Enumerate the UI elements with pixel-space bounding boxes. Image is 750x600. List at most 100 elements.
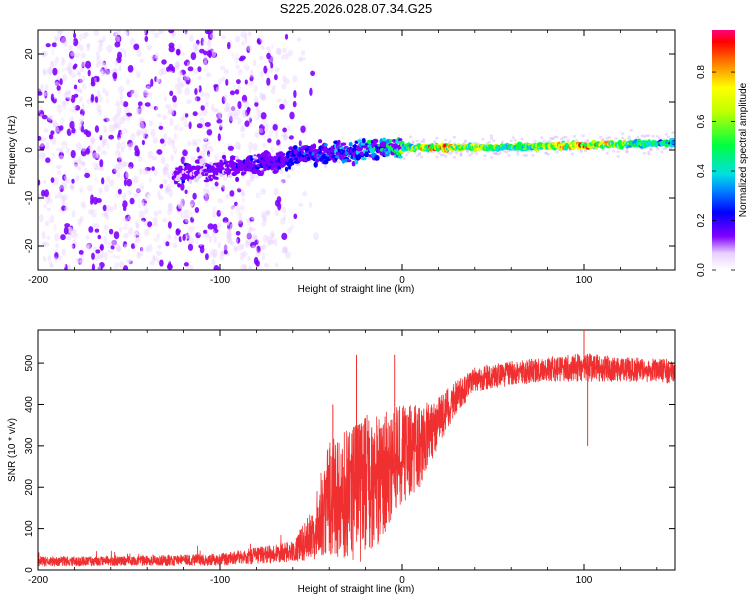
heatmap-noise-cell [238,220,244,228]
x-tick-label: -100 [210,275,230,286]
heatmap-noise-cell [198,115,203,121]
heatmap-noise-cell [271,233,275,238]
heatmap-noise-cell [98,123,102,130]
heatmap-noise-cell [247,265,252,270]
heatmap-noise-cell [173,255,179,261]
heatmap-noise-cell [211,258,216,267]
heatmap-noise-cell [300,173,306,178]
heatmap-noise-cell [237,134,244,139]
heatmap-halo-cell [516,150,520,154]
heatmap-noise-cell [99,159,104,168]
heatmap-noise-cell [107,152,112,161]
heatmap-noise-cell [197,66,202,73]
heatmap-halo-cell [660,150,664,154]
heatmap-noise-cell [168,203,174,212]
heatmap-noise-cell [216,219,222,225]
heatmap-ridge-cell [257,172,263,177]
heatmap-noise-cell [104,154,109,160]
heatmap-noise-cell [170,138,175,144]
heatmap-noise-cell [88,120,95,128]
heatmap-noise-cell [261,214,267,221]
heatmap-halo-cell [533,139,537,143]
heatmap-noise-cell [122,114,128,121]
heatmap-noise-cell [259,92,264,99]
heatmap-noise-cell [48,214,55,224]
heatmap-noise-cell [134,230,140,238]
heatmap-noise-cell [261,94,266,99]
heatmap-noise-cell [152,54,158,62]
heatmap-noise-cell [254,132,259,139]
heatmap-noise-cell [209,196,215,201]
heatmap-noise-cell [68,107,74,113]
heatmap-noise-cell [269,187,276,193]
heatmap-noise-cell [74,147,80,153]
heatmap-noise-cell [274,67,280,73]
heatmap-noise-cell [190,216,195,223]
heatmap-noise-cell [86,200,91,206]
heatmap-noise-cell [223,94,228,103]
heatmap-noise-cell [69,44,73,51]
heatmap-noise-cell [93,30,99,36]
heatmap-noise-cell [52,177,59,186]
heatmap-noise-cell [41,51,47,58]
heatmap-noise-cell [121,128,127,135]
spectrogram-y-label: Frequency (Hz) [7,116,18,185]
heatmap-noise-cell [92,62,98,68]
heatmap-noise-cell [176,119,181,127]
heatmap-noise-cell [40,255,46,261]
heatmap-noise-cell [51,48,55,56]
heatmap-noise-cell [250,120,256,128]
heatmap-halo-cell [455,151,459,155]
heatmap-noise-cell [125,144,131,151]
heatmap-noise-cell [77,206,83,214]
heatmap-noise-cell [54,31,60,39]
heatmap-noise-cell [140,247,144,252]
heatmap-noise-cell [265,209,271,216]
heatmap-noise-cell [172,262,178,267]
heatmap-noise-cell [180,69,187,76]
heatmap-noise-cell [281,120,287,125]
heatmap-noise-cell [38,30,44,35]
heatmap-noise-cell [73,120,79,128]
heatmap-noise-cell [117,188,122,195]
heatmap-noise-cell [215,86,221,94]
heatmap-noise-cell [112,72,118,79]
heatmap-noise-cell [246,224,251,230]
heatmap-noise-cell [190,155,196,162]
heatmap-noise-cell [167,207,173,216]
heatmap-noise-cell [205,253,209,261]
heatmap-noise-cell [212,31,218,37]
heatmap-noise-cell [284,33,289,40]
heatmap-noise-cell [234,94,240,100]
heatmap-noise-cell [111,224,117,229]
x-tick-label: 100 [576,275,593,286]
heatmap-noise-cell [240,197,245,202]
heatmap-noise-cell [298,140,302,147]
heatmap-noise-cell [219,210,224,215]
heatmap-noise-cell [119,220,124,228]
heatmap-ridge-cell [346,159,352,163]
heatmap-noise-cell [220,131,225,138]
heatmap-noise-cell [257,128,264,134]
heatmap-noise-cell [283,78,290,85]
heatmap-noise-cell [204,181,209,188]
heatmap-noise-cell [160,115,164,120]
heatmap-noise-cell [98,67,104,76]
heatmap-noise-cell [135,259,140,267]
heatmap-noise-cell [155,105,159,114]
heatmap-ridge-cell [337,139,341,145]
heatmap-noise-cell [162,179,168,185]
heatmap-noise-cell [93,101,97,109]
heatmap-noise-cell [120,131,124,138]
heatmap-noise-cell [106,204,111,212]
heatmap-noise-cell [58,182,62,191]
heatmap-noise-cell [286,174,291,179]
heatmap-noise-cell [47,114,53,121]
colorbar-tick-label: 0.6 [696,114,707,128]
heatmap-noise-cell [116,121,121,129]
heatmap-noise-cell [224,183,230,189]
heatmap-noise-cell [219,125,223,131]
heatmap-noise-cell [95,204,100,211]
heatmap-noise-cell [62,263,66,269]
heatmap-noise-cell [282,75,287,82]
